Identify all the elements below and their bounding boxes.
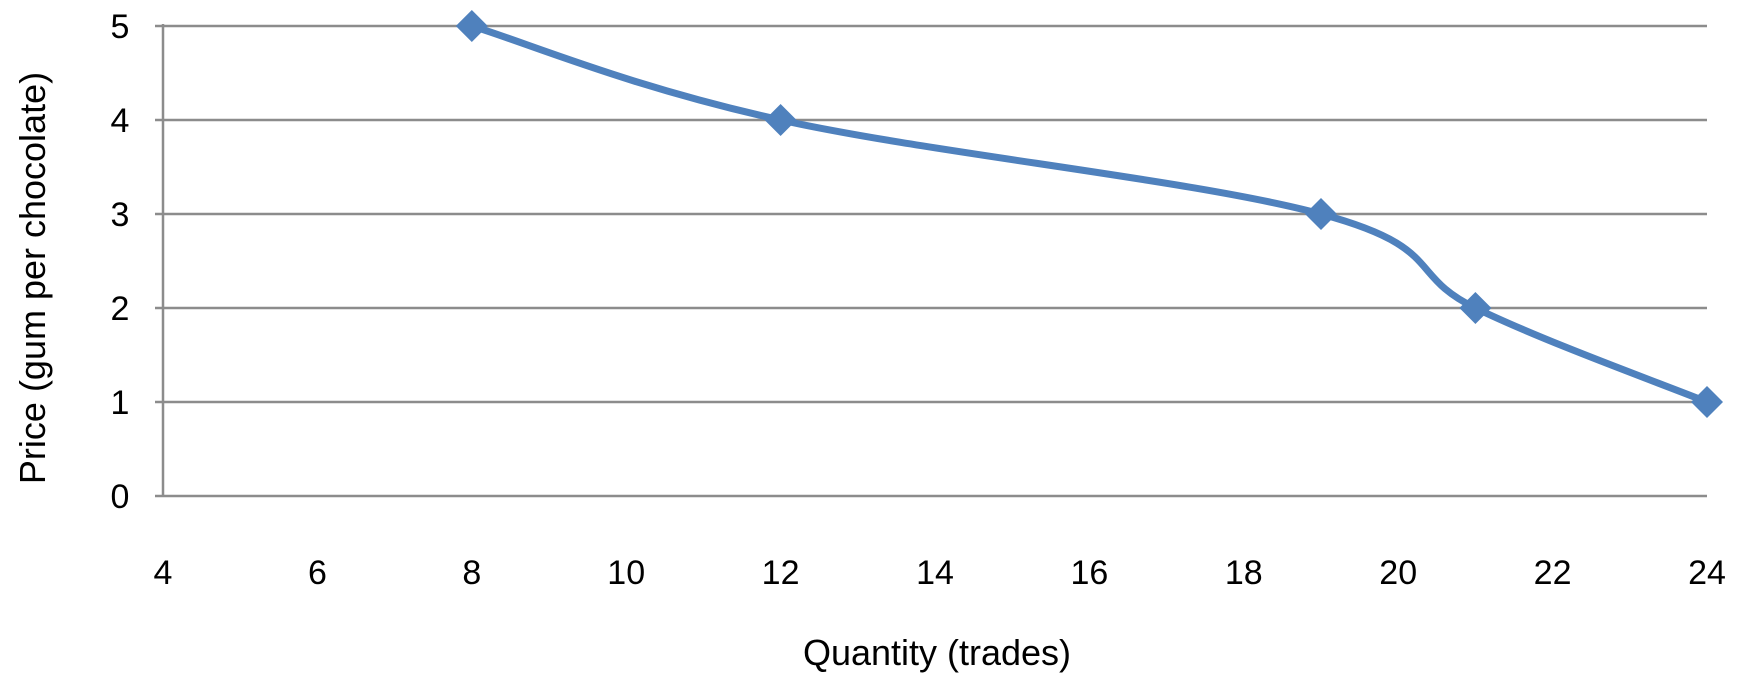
x-tick-label-10: 10 [607,554,645,592]
y-tick-label-2: 2 [111,290,130,328]
y-tick-label-3: 3 [111,196,130,234]
x-tick-label-6: 6 [308,554,327,592]
y-tick-labels: 0 1 2 3 4 5 [111,8,130,516]
x-tick-label-18: 18 [1225,554,1263,592]
x-tick-label-12: 12 [762,554,800,592]
x-tick-label-16: 16 [1070,554,1108,592]
y-tick-label-5: 5 [111,8,130,46]
axes [155,24,1707,498]
x-tick-labels: 4 6 8 10 12 14 16 18 20 22 24 [154,554,1726,592]
y-tick-label-4: 4 [111,102,130,140]
series-group [455,10,1723,418]
y-tick-label-0: 0 [111,478,130,516]
y-axis-title: Price (gum per chocolate) [12,72,53,484]
data-point-21-2 [1459,292,1492,324]
x-tick-label-22: 22 [1534,554,1572,592]
series-line-0 [468,22,1711,406]
data-point-8-5 [455,10,488,42]
x-tick-label-24: 24 [1688,554,1726,592]
gridlines [163,24,1707,404]
data-point-24-1 [1691,386,1723,418]
x-tick-label-4: 4 [154,554,173,592]
x-tick-label-14: 14 [916,554,954,592]
x-axis-title: Quantity (trades) [803,632,1071,673]
data-point-12-4 [764,104,797,136]
y-tick-label-1: 1 [111,384,130,422]
x-tick-label-20: 20 [1379,554,1417,592]
data-point-19-3 [1305,198,1337,230]
x-tick-label-8: 8 [462,554,481,592]
